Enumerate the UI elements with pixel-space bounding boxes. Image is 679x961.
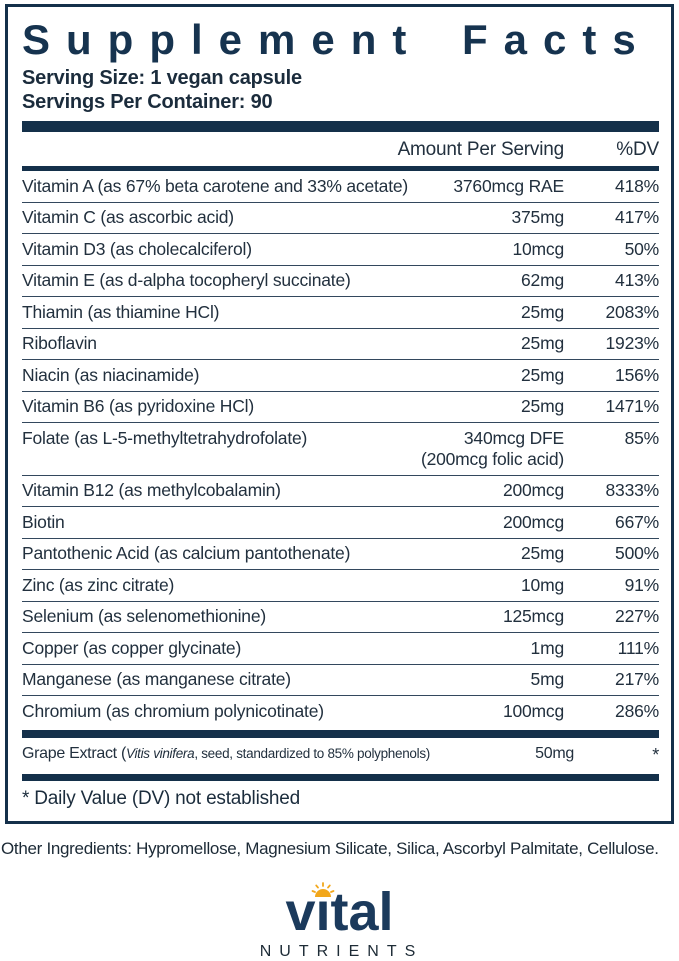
- nutrient-name: Selenium (as selenomethionine): [22, 606, 266, 627]
- nutrient-amount: 340mcg DFE (200mcg folic acid): [420, 427, 564, 469]
- column-header-amount: Amount Per Serving: [397, 139, 565, 161]
- table-row: Vitamin B6 (as pyridoxine HCl) 25mg 1471…: [22, 390, 660, 423]
- table-row: Zinc (as zinc citrate) 10mg 91%: [22, 569, 659, 601]
- nutrient-name: Thiamin (as thiamine HCl): [22, 301, 220, 322]
- supplement-facts-panel: Supplement Facts Serving Size: 1 vegan c…: [5, 4, 674, 824]
- table-row: Selenium (as selenomethionine) 125mcg 22…: [22, 600, 659, 633]
- nutrient-name: Vitamin B12 (as methylcobalamin): [22, 480, 281, 501]
- nutrient-dv: 417%: [615, 207, 659, 228]
- nutrient-amount: 50mg: [535, 744, 574, 762]
- nutrient-amount: 25mg: [521, 333, 564, 354]
- nutrient-amount: 375mg: [511, 207, 564, 228]
- nutrient-name: Riboflavin: [22, 333, 97, 354]
- table-row: Niacin (as niacinamide) 25mg 156%: [22, 359, 659, 391]
- nutrient-dv: 8333%: [605, 480, 660, 501]
- table-row: Pantothenic Acid (as calcium pantothenat…: [22, 537, 659, 570]
- nutrient-name: Copper (as copper glycinate): [22, 637, 242, 658]
- nutrient-amount: 1mg: [530, 637, 565, 658]
- table-row: Copper (as copper glycinate) 1mg 111%: [22, 632, 659, 664]
- nutrient-name: Vitamin A (as 67% beta carotene and 33% …: [22, 175, 409, 196]
- nutrient-name: Niacin (as niacinamide): [22, 364, 200, 385]
- nutrient-amount: 200mcg: [502, 480, 564, 501]
- nutrient-amount: 125mcg: [502, 606, 564, 627]
- table-row: Vitamin E (as d-alpha tocopheryl succina…: [22, 264, 659, 297]
- nutrient-dv: 91%: [624, 574, 660, 595]
- latin-name: Vitis vinifera: [125, 745, 195, 761]
- nutrient-amount: 200mcg: [502, 511, 564, 532]
- nutrient-name: Vitamin E (as d-alpha tocopheryl succina…: [22, 270, 351, 291]
- nutrient-name: Pantothenic Acid (as calcium pantothenat…: [22, 543, 351, 564]
- table-row: Biotin 200mcg 667%: [22, 506, 659, 538]
- daily-value-footnote: * Daily Value (DV) not established: [22, 787, 300, 809]
- table-row: Thiamin (as thiamine HCl) 25mg 2083%: [22, 296, 659, 328]
- nutrient-dv: 1923%: [605, 333, 660, 354]
- nutrient-amount: 10mcg: [512, 238, 564, 259]
- table-row: Manganese (as manganese citrate) 5mg 217…: [22, 663, 659, 696]
- nutrient-dv: 111%: [617, 637, 660, 658]
- servings-per-container: Servings Per Container: 90: [22, 90, 273, 113]
- nutrient-dv: 156%: [615, 364, 659, 385]
- nutrient-dv: 227%: [615, 606, 659, 627]
- thick-divider-middle: [22, 729, 659, 738]
- brand-subtext: NUTRIENTS: [259, 942, 424, 960]
- nutrient-dv: 50%: [624, 238, 660, 259]
- other-ingredients: Other Ingredients: Hypromellose, Magnesi…: [1, 838, 659, 858]
- serving-size: Serving Size: 1 vegan capsule: [22, 67, 302, 90]
- thick-divider-bottom: [22, 773, 659, 781]
- table-row-grape-extract: Grape Extract (Vitis vinifera, seed, sta…: [22, 738, 659, 774]
- nutrient-amount: 62mg: [521, 270, 564, 291]
- panel-title: Supplement Facts: [22, 16, 652, 63]
- nutrient-name: Vitamin D3 (as cholecalciferol): [22, 238, 252, 259]
- nutrient-dv: 85%: [624, 427, 660, 448]
- nutrient-amount: 25mg: [521, 364, 564, 385]
- table-row: Folate (as L-5-methyltetrahydrofolate) 3…: [22, 422, 659, 475]
- nutrient-name: Chromium (as chromium polynicotinate): [22, 700, 324, 721]
- sun-icon: [311, 881, 335, 897]
- nutrient-amount: 25mg: [521, 543, 564, 564]
- nutrient-dv: 1471%: [605, 396, 660, 417]
- nutrient-name: Vitamin B6 (as pyridoxine HCl): [22, 396, 254, 417]
- nutrient-amount: 5mg: [530, 669, 565, 690]
- brand-wordmark: v ıtal: [285, 881, 394, 942]
- table-header-row: Amount Per Serving %DV: [22, 132, 660, 166]
- column-header-dv: %DV: [616, 139, 659, 161]
- nutrient-dv: 217%: [615, 669, 659, 690]
- nutrient-name: Vitamin C (as ascorbic acid): [22, 207, 234, 228]
- nutrient-amount: 25mg: [521, 396, 564, 417]
- table-row: Vitamin B12 (as methylcobalamin) 200mcg …: [22, 474, 660, 507]
- nutrient-table: Vitamin A (as 67% beta carotene and 33% …: [22, 171, 659, 727]
- table-row: Vitamin A (as 67% beta carotene and 33% …: [22, 171, 659, 202]
- table-row: Riboflavin 25mg 1923%: [22, 327, 660, 360]
- brand-logo: v ıtal NUTRIENTS: [0, 881, 679, 961]
- nutrient-dv: 2083%: [605, 301, 660, 322]
- nutrient-name: Biotin: [22, 511, 65, 532]
- nutrient-name: Folate (as L-5-methyltetrahydrofolate): [22, 427, 308, 448]
- nutrient-dv: 667%: [615, 511, 659, 532]
- nutrient-dv: 418%: [615, 175, 659, 196]
- nutrient-amount: 25mg: [521, 301, 564, 322]
- nutrient-dv: 413%: [615, 270, 659, 291]
- nutrient-dv: *: [652, 744, 659, 765]
- nutrient-amount: 3760mcg RAE: [453, 175, 564, 196]
- table-row: Vitamin C (as ascorbic acid) 375mg 417%: [22, 201, 659, 234]
- nutrient-name: Grape Extract (Vitis vinifera, seed, sta…: [22, 744, 430, 762]
- divider-below-header: [22, 166, 659, 172]
- table-row: Vitamin D3 (as cholecalciferol) 10mcg 50…: [22, 233, 659, 265]
- nutrient-name: Manganese (as manganese citrate): [22, 669, 291, 690]
- table-row: Chromium (as chromium polynicotinate) 10…: [22, 695, 659, 727]
- nutrient-dv: 500%: [615, 543, 659, 564]
- nutrient-dv: 286%: [615, 700, 659, 721]
- nutrient-name: Zinc (as zinc citrate): [22, 574, 175, 595]
- nutrient-amount: 100mcg: [502, 700, 564, 721]
- nutrient-amount: 10mg: [521, 574, 564, 595]
- thick-divider-top: [22, 121, 659, 133]
